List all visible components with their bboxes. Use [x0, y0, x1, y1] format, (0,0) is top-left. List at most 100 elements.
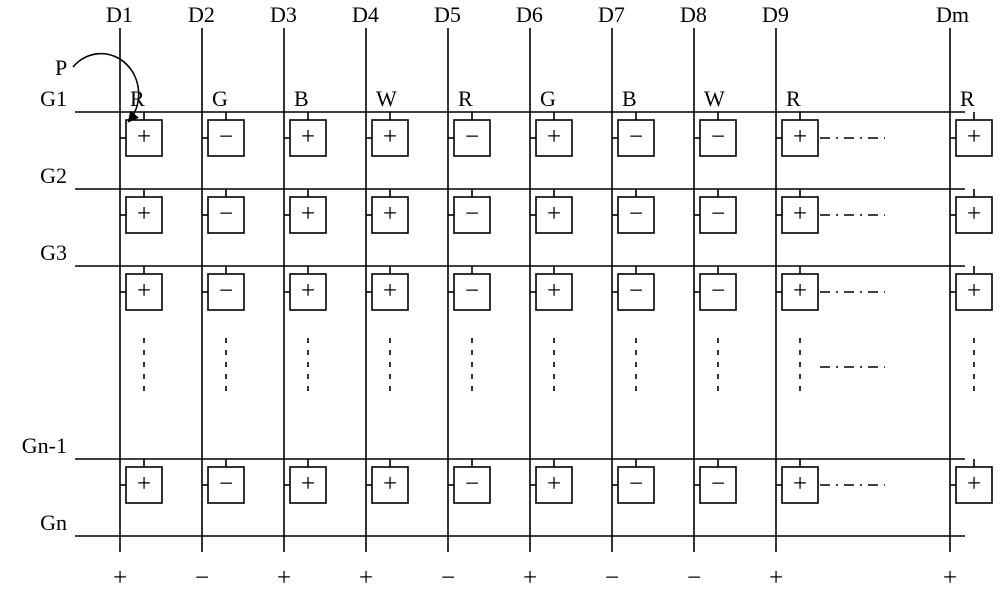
col-sign-D6: + [523, 565, 537, 592]
pixel-cell-G3-D4: + [366, 266, 408, 310]
pixel-cell-G2-D4: + [366, 189, 408, 233]
color-label-D2: G [212, 86, 228, 111]
pixel-sign: − [629, 124, 643, 151]
pixel-sign: + [383, 471, 397, 498]
pixel-sign: + [301, 278, 315, 305]
pixel-sign: − [629, 201, 643, 228]
pixel-sign: + [301, 201, 315, 228]
row-label-Gn-1: Gn-1 [22, 433, 67, 458]
col-sign-D9: + [769, 565, 783, 592]
col-sign-D5: − [441, 565, 455, 592]
pixel-cell-G2-D6: + [530, 189, 572, 233]
row-label-G3: G3 [40, 240, 67, 265]
pixel-sign: − [711, 124, 725, 151]
pixel-cell-G3-D5: − [448, 266, 490, 310]
pixel-sign: + [137, 124, 151, 151]
pixel-cell-G3-D2: − [202, 266, 244, 310]
pixel-cell-G3-D3: + [284, 266, 326, 310]
pixel-cell-G3-D9: + [776, 266, 818, 310]
row-label-G1: G1 [40, 86, 67, 111]
pixel-cell-G3-D7: − [612, 266, 654, 310]
pixel-cell-G2-D7: − [612, 189, 654, 233]
pixel-sign: + [967, 124, 981, 151]
pixel-sign: − [219, 124, 233, 151]
pixel-sign: + [137, 278, 151, 305]
pixel-cell-Gn-1-Dm: + [950, 459, 992, 503]
color-label-D4: W [376, 86, 397, 111]
pixel-cell-G2-D1: + [120, 189, 162, 233]
p-label: P [55, 55, 67, 80]
pixel-cell-G3-D1: + [120, 266, 162, 310]
pixel-sign: + [793, 124, 807, 151]
pixel-sign: − [629, 278, 643, 305]
pixel-cell-G2-D5: − [448, 189, 490, 233]
color-label-D6: G [540, 86, 556, 111]
pixel-sign: + [967, 471, 981, 498]
pixel-cell-G1-D2: − [202, 112, 244, 156]
pixel-cell-G2-D9: + [776, 189, 818, 233]
pixel-cell-Gn-1-D6: + [530, 459, 572, 503]
pixel-sign: + [301, 124, 315, 151]
row-label-G2: G2 [40, 163, 67, 188]
pixel-cell-G1-D7: − [612, 112, 654, 156]
col-label-D4: D4 [352, 2, 379, 27]
pixel-sign: + [793, 201, 807, 228]
pixel-cell-Gn-1-D3: + [284, 459, 326, 503]
col-sign-D2: − [195, 565, 209, 592]
col-label-D3: D3 [270, 2, 297, 27]
col-sign-D4: + [359, 565, 373, 592]
color-label-D9: R [786, 86, 801, 111]
pixel-cell-G1-D5: − [448, 112, 490, 156]
pixel-cell-Gn-1-D2: − [202, 459, 244, 503]
col-label-D9: D9 [762, 2, 789, 27]
pixel-cell-Gn-1-D9: + [776, 459, 818, 503]
pixel-sign: − [465, 471, 479, 498]
pixel-sign: + [793, 278, 807, 305]
pixel-sign: + [547, 471, 561, 498]
col-label-D5: D5 [434, 2, 461, 27]
col-sign-D7: − [605, 565, 619, 592]
pixel-cell-G1-D9: + [776, 112, 818, 156]
pixel-cell-G1-D6: + [530, 112, 572, 156]
pixel-matrix-diagram: D1R+D2G−D3B+D4W+D5R−D6G+D7B−D8W−D9R+DmR+… [0, 0, 1000, 607]
pixel-sign: + [967, 201, 981, 228]
pixel-cell-G1-D1: + [120, 112, 162, 156]
col-label-D1: D1 [106, 2, 133, 27]
pixel-cell-Gn-1-D4: + [366, 459, 408, 503]
col-label-Dm: Dm [936, 2, 969, 27]
col-label-D6: D6 [516, 2, 543, 27]
pixel-cell-G1-D3: + [284, 112, 326, 156]
pixel-cell-G2-D3: + [284, 189, 326, 233]
pixel-cell-G2-D2: − [202, 189, 244, 233]
pixel-sign: − [219, 471, 233, 498]
pixel-sign: + [383, 278, 397, 305]
col-sign-D1: + [113, 565, 127, 592]
row-label-Gn: Gn [40, 510, 67, 535]
p-arrow [73, 54, 139, 121]
pixel-sign: − [711, 201, 725, 228]
pixel-cell-G2-D8: − [694, 189, 736, 233]
pixel-sign: + [383, 124, 397, 151]
pixel-sign: − [219, 201, 233, 228]
col-label-D7: D7 [598, 2, 625, 27]
col-sign-Dm: + [943, 565, 957, 592]
pixel-sign: − [465, 278, 479, 305]
pixel-cell-Gn-1-D8: − [694, 459, 736, 503]
pixel-sign: + [793, 471, 807, 498]
pixel-sign: + [301, 471, 315, 498]
pixel-cell-G3-Dm: + [950, 266, 992, 310]
col-sign-D8: − [687, 565, 701, 592]
pixel-cell-G3-D8: − [694, 266, 736, 310]
pixel-sign: + [967, 278, 981, 305]
pixel-cell-Gn-1-D5: − [448, 459, 490, 503]
pixel-sign: − [629, 471, 643, 498]
pixel-cell-G1-D8: − [694, 112, 736, 156]
pixel-cell-G3-D6: + [530, 266, 572, 310]
pixel-sign: − [711, 278, 725, 305]
pixel-cell-Gn-1-D7: − [612, 459, 654, 503]
pixel-sign: − [219, 278, 233, 305]
pixel-sign: + [547, 278, 561, 305]
col-sign-D3: + [277, 565, 291, 592]
pixel-cell-G1-D4: + [366, 112, 408, 156]
color-label-D8: W [704, 86, 725, 111]
